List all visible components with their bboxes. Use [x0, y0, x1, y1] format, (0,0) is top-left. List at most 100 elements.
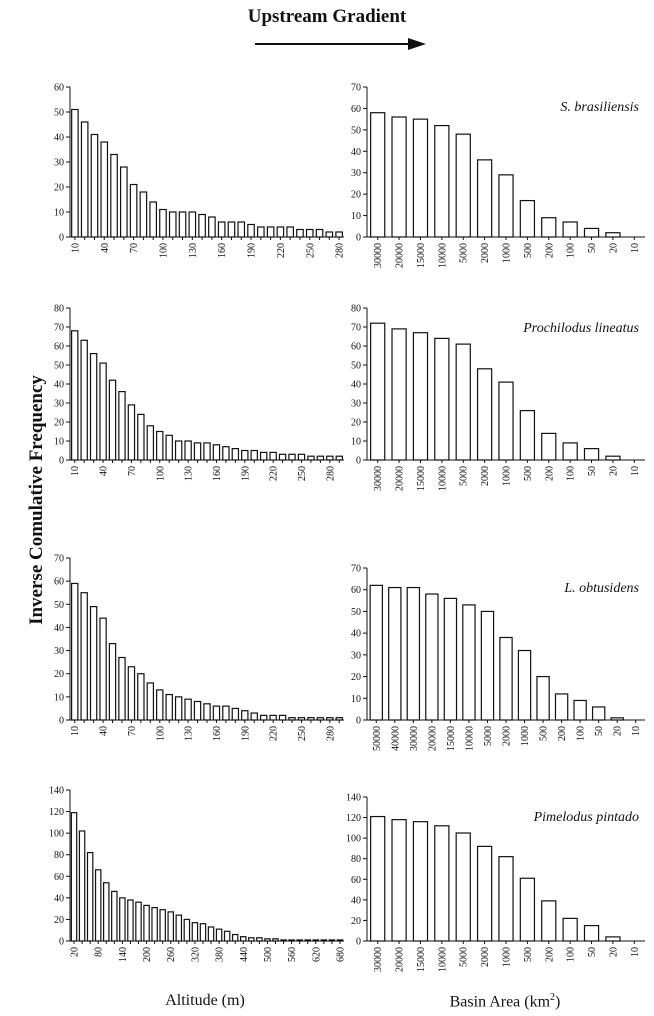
- bar-90: [147, 683, 153, 720]
- bar-130: [185, 441, 191, 460]
- x-tick-label: 500: [523, 466, 534, 481]
- y-tick-label: 40: [54, 623, 64, 634]
- x-tick-label: 1000: [520, 726, 531, 746]
- bar-110: [170, 212, 176, 237]
- bar-200: [542, 901, 556, 941]
- y-tick-label: 40: [54, 380, 64, 391]
- bar-70: [128, 405, 134, 460]
- x-tick-label: 200: [557, 726, 568, 741]
- bar-480: [257, 938, 262, 941]
- y-tick-label: 20: [351, 190, 361, 201]
- y-tick-label: 20: [351, 916, 361, 927]
- bar-90: [150, 202, 156, 237]
- y-tick-label: 0: [59, 233, 64, 244]
- x-tick-label: 200: [142, 947, 153, 962]
- x-tick-label: 20: [70, 947, 81, 957]
- bar-240: [289, 718, 295, 720]
- x-tick-label: 5000: [483, 726, 494, 746]
- x-tick-label: 20: [608, 466, 619, 476]
- x-tick-label: 10: [70, 726, 81, 736]
- x-tick-label: 10: [631, 726, 642, 736]
- y-tick-label: 40: [351, 380, 361, 391]
- bar-10: [72, 583, 78, 720]
- x-tick-label: 130: [188, 243, 199, 258]
- bar-240: [289, 454, 295, 460]
- bar-180: [232, 449, 238, 460]
- bar-210: [261, 715, 267, 720]
- bar-260: [308, 456, 314, 460]
- y-tick-label: 120: [346, 813, 361, 824]
- bar-5000: [456, 134, 470, 237]
- bar-230: [279, 454, 285, 460]
- bar-640: [321, 940, 326, 941]
- x-tick-label: 10000: [464, 726, 475, 751]
- species-label: S. brasiliensis: [560, 100, 639, 115]
- bar-460: [249, 938, 254, 941]
- bar-60: [87, 853, 92, 941]
- y-tick-label: 40: [351, 629, 361, 640]
- bar-10000: [435, 338, 449, 460]
- bar-200: [251, 451, 257, 461]
- bar-210: [261, 452, 267, 460]
- x-tick-label: 500: [523, 947, 534, 962]
- bar-30: [91, 135, 97, 238]
- bar-400: [224, 931, 229, 941]
- upstream-gradient-title: Upstream Gradient: [0, 6, 654, 28]
- bar-50: [584, 228, 598, 237]
- x-tick-label: 160: [212, 726, 223, 741]
- x-tick-label: 160: [212, 466, 223, 481]
- x-tick-label: 1000: [502, 466, 513, 486]
- x-tick-label: 10: [630, 243, 641, 253]
- y-tick-label: 50: [351, 607, 361, 618]
- y-tick-label: 100: [346, 834, 361, 845]
- y-tick-label: 0: [356, 937, 361, 948]
- x-tick-label: 100: [158, 243, 169, 258]
- x-tick-label: 10: [70, 466, 81, 476]
- bar-100: [574, 700, 586, 720]
- bar-150: [204, 704, 210, 720]
- y-tick-label: 60: [54, 577, 64, 588]
- bar-50: [584, 926, 598, 941]
- bar-20: [606, 456, 620, 460]
- x-tick-label: 70: [127, 726, 138, 736]
- x-tick-label: 100: [566, 466, 577, 481]
- bar-190: [248, 225, 254, 238]
- bar-240: [297, 230, 303, 238]
- y-tick-label: 30: [54, 646, 64, 657]
- altitude-chart-2: 0102030405060708010 40 70 100 130 160 190 220 25…: [36, 302, 348, 508]
- bar-50: [109, 380, 115, 460]
- altitude-chart-1: 010203040506010 40 70 100 130 160 190 220 250 280: [36, 81, 348, 285]
- y-tick-label: 40: [351, 895, 361, 906]
- y-tick-label: 70: [351, 83, 361, 94]
- y-tick-label: 80: [54, 850, 64, 861]
- x-tick-label: 140: [118, 947, 129, 962]
- bar-100: [160, 210, 166, 238]
- bar-40: [101, 142, 107, 237]
- bar-320: [192, 923, 197, 941]
- bar-80: [96, 870, 101, 941]
- bar-130: [185, 699, 191, 720]
- y-tick-label: 60: [54, 342, 64, 353]
- bar-170: [228, 222, 234, 237]
- bar-440: [241, 937, 246, 941]
- bar-80: [140, 192, 146, 237]
- bar-160: [128, 900, 133, 941]
- x-tick-label: 220: [269, 466, 280, 481]
- bar-220: [277, 227, 283, 237]
- y-tick-label: 60: [351, 342, 361, 353]
- y-tick-label: 50: [54, 108, 64, 119]
- x-tick-label: 20: [608, 243, 619, 253]
- y-tick-label: 0: [59, 456, 64, 467]
- bar-30000: [371, 323, 385, 460]
- y-tick-label: 40: [351, 147, 361, 158]
- bar-20: [81, 593, 87, 720]
- basin-chart-2: 0102030405060708030000 20000 15000 10000 500…: [333, 302, 649, 508]
- bar-140: [194, 443, 200, 460]
- x-tick-label: 20: [613, 726, 624, 736]
- bar-20: [611, 718, 623, 720]
- bar-150: [204, 443, 210, 460]
- x-tick-label: 2000: [480, 243, 491, 263]
- y-tick-label: 60: [54, 83, 64, 94]
- x-tick-label: 10: [630, 947, 641, 957]
- bar-15000: [444, 598, 456, 720]
